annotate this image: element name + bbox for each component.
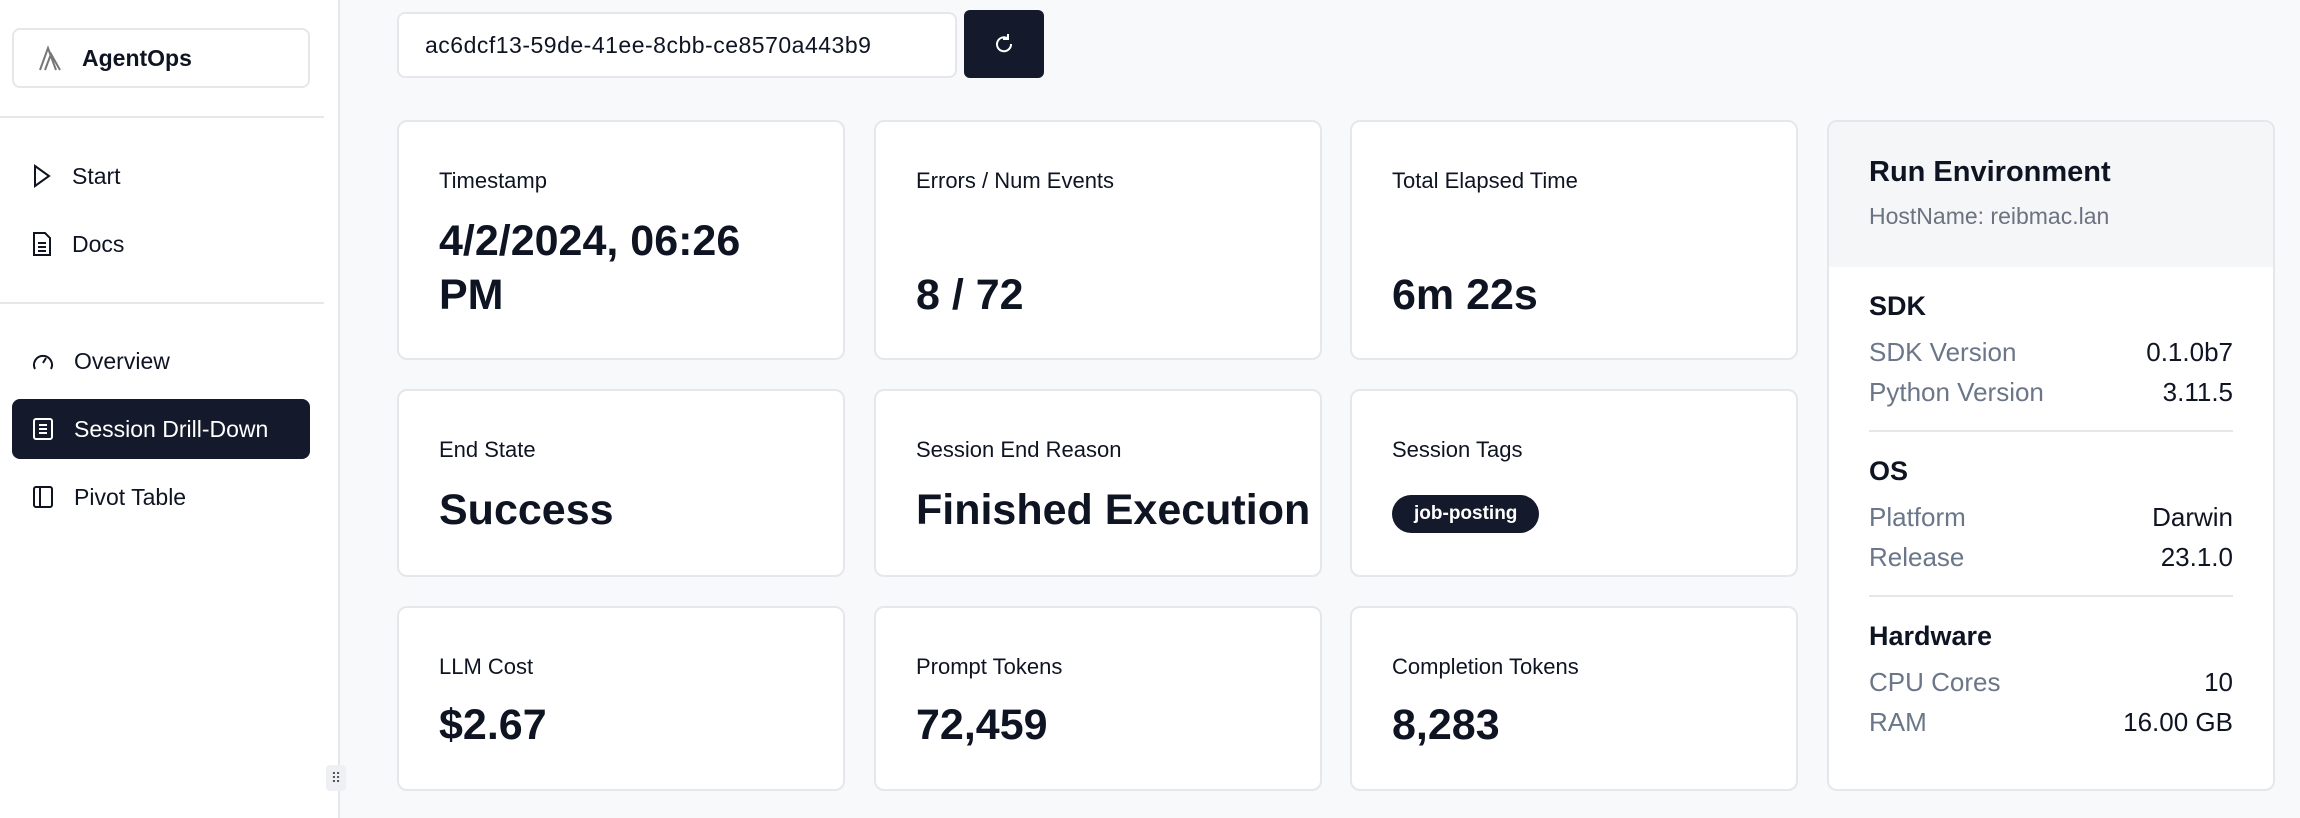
- card-label: End State: [439, 437, 536, 462]
- brand-logo[interactable]: AgentOps: [12, 28, 310, 88]
- row-key: Platform: [1869, 502, 1966, 532]
- row-value: Darwin: [2152, 502, 2233, 532]
- card-end-state: End State Success: [397, 389, 845, 577]
- tag-badge[interactable]: job-posting: [1392, 495, 1540, 533]
- divider: [1869, 430, 2233, 432]
- brand-name: AgentOps: [82, 44, 192, 71]
- card-value: 72,459: [916, 701, 1048, 749]
- section-title: Hardware: [1869, 621, 1993, 651]
- row-value: 3.11.5: [2162, 377, 2233, 407]
- sidebar-item-session-drill-down[interactable]: Session Drill-Down: [12, 399, 310, 459]
- env-hostname: HostName: reibmac.lan: [1869, 203, 2110, 229]
- divider: [1869, 595, 2233, 597]
- run-environment-panel: Run Environment HostName: reibmac.lan SDK…: [1827, 120, 2275, 791]
- sidebar-item-overview[interactable]: Overview: [12, 331, 310, 391]
- sidebar-item-label: Docs: [72, 230, 125, 257]
- row-key: RAM: [1869, 707, 1927, 737]
- card-label: Session Tags: [1392, 437, 1523, 462]
- refresh-button[interactable]: [964, 10, 1044, 78]
- card-errors: Errors / Num Events 8 / 72: [874, 120, 1322, 360]
- card-value: $2.67: [439, 701, 547, 749]
- card-label: Timestamp: [439, 168, 547, 193]
- refresh-icon: [996, 34, 1013, 53]
- row-key: SDK Version: [1869, 337, 2017, 367]
- card-elapsed: Total Elapsed Time 6m 22s: [1350, 120, 1798, 360]
- section-title: OS: [1869, 456, 1909, 486]
- list-icon: [33, 418, 53, 440]
- card-value: 4/2/2024, 06:26 PM: [439, 217, 741, 319]
- resize-handle[interactable]: ⠿: [326, 765, 346, 791]
- sidebar-item-label: Start: [72, 162, 121, 189]
- sidebar-item-pivot-table[interactable]: Pivot Table: [12, 467, 310, 527]
- session-id-input[interactable]: ac6dcf13-59de-41ee-8cbb-ce8570a443b9: [397, 12, 957, 78]
- sidebar-item-start[interactable]: Start: [12, 146, 310, 206]
- row-key: Release: [1869, 542, 1965, 572]
- panel-icon: [33, 486, 53, 508]
- row-key: Python Version: [1869, 377, 2044, 407]
- row-value: 16.00 GB: [2123, 707, 2233, 737]
- card-value: Finished Execution: [916, 486, 1311, 534]
- card-label: LLM Cost: [439, 654, 534, 679]
- card-label: Prompt Tokens: [916, 654, 1063, 679]
- card-timestamp: Timestamp 4/2/2024, 06:26 PM: [397, 120, 845, 360]
- card-end-reason: Session End Reason Finished Execution: [874, 389, 1322, 577]
- agentops-logo-icon: [39, 45, 61, 71]
- card-value: 6m 22s: [1392, 271, 1538, 319]
- sidebar-item-docs[interactable]: Docs: [12, 214, 310, 274]
- document-icon: [33, 232, 51, 256]
- section-title: SDK: [1869, 291, 1927, 321]
- row-key: CPU Cores: [1869, 667, 2001, 697]
- play-icon: [34, 164, 51, 188]
- sidebar-item-label: Session Drill-Down: [74, 415, 269, 442]
- card-label: Total Elapsed Time: [1392, 168, 1578, 193]
- card-prompt-tokens: Prompt Tokens 72,459: [874, 606, 1322, 791]
- card-label: Session End Reason: [916, 437, 1122, 462]
- divider: [0, 302, 324, 304]
- card-value: 8,283: [1392, 701, 1500, 749]
- os-section: OS Platform Darwin Release 23.1.0: [1829, 456, 2273, 577]
- hardware-section: Hardware CPU Cores 10 RAM 16.00 GB: [1829, 621, 2273, 742]
- card-tags: Session Tags job-posting: [1350, 389, 1798, 577]
- card-value: 8 / 72: [916, 271, 1024, 319]
- divider: [0, 116, 324, 118]
- row-value: 0.1.0b7: [2146, 337, 2233, 367]
- gauge-icon: [33, 354, 53, 370]
- sdk-section: SDK SDK Version 0.1.0b7 Python Version 3.1…: [1829, 291, 2273, 412]
- card-label: Completion Tokens: [1392, 654, 1579, 679]
- card-completion-tokens: Completion Tokens 8,283: [1350, 606, 1798, 791]
- sidebar: AgentOps Start Docs Overview Session Dri…: [0, 0, 340, 818]
- card-value: Success: [439, 486, 614, 534]
- card-label: Errors / Num Events: [916, 168, 1115, 193]
- env-title: Run Environment: [1869, 156, 2111, 188]
- card-llm-cost: LLM Cost $2.67: [397, 606, 845, 791]
- row-value: 23.1.0: [2160, 542, 2233, 572]
- row-value: 10: [2204, 667, 2233, 697]
- sidebar-item-label: Pivot Table: [74, 483, 187, 510]
- sidebar-item-label: Overview: [74, 347, 170, 374]
